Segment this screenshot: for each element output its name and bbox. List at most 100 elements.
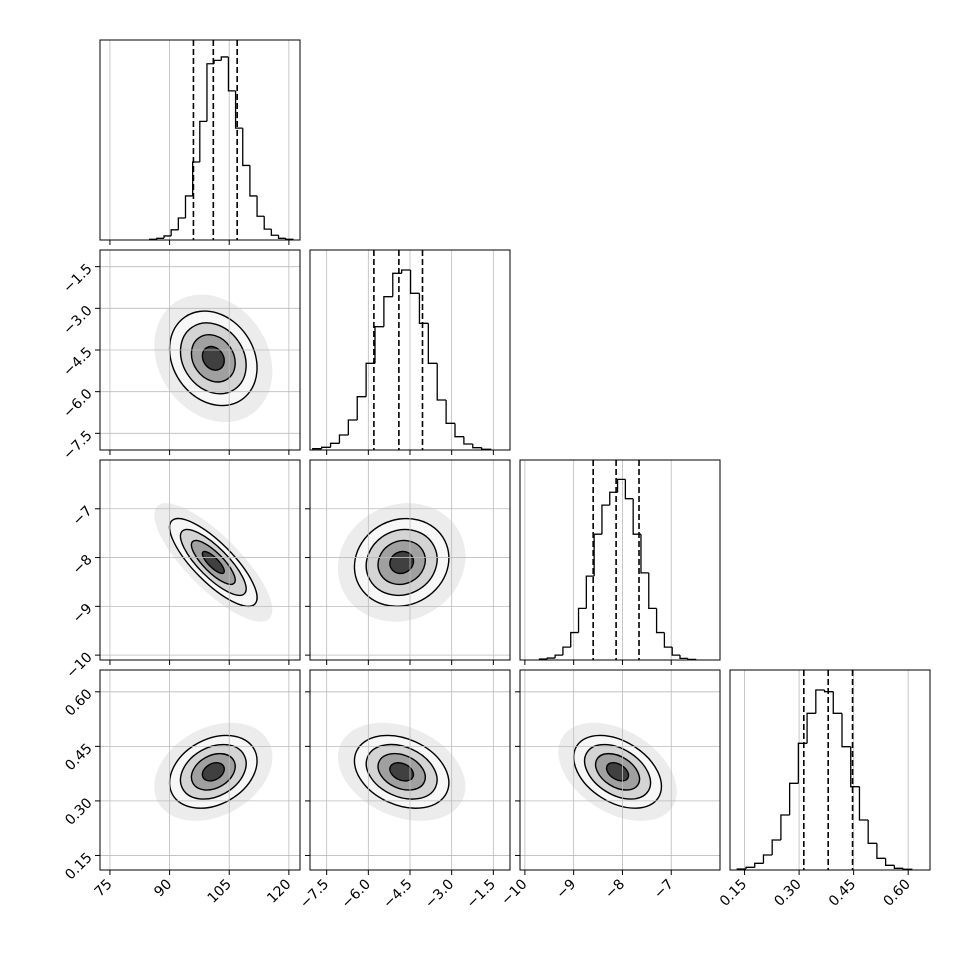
hist-step — [401, 269, 411, 274]
hist-step — [601, 504, 610, 535]
y-tick-label: 0.15 — [62, 850, 95, 883]
hist-step — [383, 296, 393, 327]
hist-step — [577, 607, 587, 633]
hist-step — [170, 229, 179, 236]
hist-step — [356, 396, 367, 420]
hist-step — [876, 843, 886, 859]
panel-frame — [99, 249, 301, 451]
x-tick-label: −7.5 — [297, 876, 332, 911]
density-contour — [201, 345, 225, 371]
panel-frame — [309, 459, 511, 661]
hist-step — [609, 491, 618, 506]
hist-step — [806, 712, 816, 744]
density-contour — [201, 762, 225, 782]
hist-step — [832, 691, 842, 714]
hist-step — [616, 478, 626, 493]
panel-frame — [99, 459, 301, 661]
hist-step — [256, 195, 265, 217]
hist-step — [815, 689, 825, 714]
panel-frame — [729, 669, 931, 871]
hist-step — [554, 654, 563, 659]
x-tick-label: −10 — [498, 876, 530, 908]
hist-step — [220, 56, 229, 61]
hist-step — [884, 858, 895, 866]
hist-step — [472, 444, 482, 449]
panel-frame — [309, 249, 511, 451]
hist-step — [663, 632, 673, 648]
panel-frame — [519, 669, 721, 871]
panel — [100, 250, 300, 450]
x-tick-label: −7 — [651, 876, 677, 902]
panel — [520, 670, 720, 870]
hist-step — [762, 854, 773, 864]
x-tick-label: −8 — [602, 876, 628, 902]
hist-step — [780, 814, 790, 840]
hist-step — [754, 862, 764, 868]
hist-step — [206, 63, 215, 122]
x-tick-label: 0.45 — [826, 876, 859, 909]
hist-step — [640, 534, 649, 574]
density-contour — [201, 550, 225, 575]
x-tick-label: −9 — [553, 876, 579, 902]
hist-step — [648, 572, 657, 610]
x-tick-label: 105 — [205, 876, 235, 906]
hist-step — [270, 229, 279, 236]
panel — [100, 670, 300, 870]
x-tick-label: 90 — [151, 876, 175, 900]
hist-step — [427, 323, 438, 364]
hist-step — [454, 423, 464, 438]
hist-step — [199, 120, 207, 163]
hist-step — [570, 631, 579, 648]
hist-step — [771, 839, 781, 855]
hist-step — [788, 782, 799, 815]
density-contour — [605, 762, 630, 782]
panel — [524, 460, 697, 660]
y-tick-label: −3.0 — [60, 303, 95, 338]
panel-frame — [519, 459, 721, 661]
hist-step — [893, 865, 904, 869]
hist-step — [184, 195, 193, 218]
density-contour — [389, 762, 415, 782]
hist-step — [418, 293, 429, 324]
y-tick-label: −7.5 — [60, 428, 95, 463]
hist-step — [624, 479, 634, 500]
hist-step — [562, 646, 571, 656]
y-tick-label: −9 — [70, 601, 96, 627]
hist-step — [213, 59, 222, 64]
x-tick-label: −6.0 — [339, 876, 374, 911]
hist-step — [858, 786, 869, 821]
y-tick-label: −8 — [70, 552, 96, 578]
hist-step — [546, 657, 556, 660]
hist-step — [436, 363, 447, 401]
panel — [310, 670, 510, 870]
hist-step — [445, 400, 455, 424]
x-tick-label: −4.5 — [380, 876, 415, 911]
panel-frame — [99, 39, 301, 241]
hist-step — [329, 442, 340, 448]
y-tick-label: 0.30 — [62, 795, 95, 828]
hist-step — [163, 235, 172, 239]
hist-step — [242, 128, 250, 167]
hist-step — [671, 647, 680, 656]
hist-step — [365, 362, 375, 397]
panel — [109, 40, 294, 240]
x-tick-label: 0.60 — [880, 876, 913, 909]
hist-step — [463, 436, 473, 445]
x-tick-label: −3.0 — [422, 876, 457, 911]
panel — [736, 670, 913, 870]
hist-step — [867, 820, 877, 844]
x-tick-label: 0.30 — [771, 876, 804, 909]
hist-step — [409, 270, 420, 294]
hist-step — [392, 272, 402, 297]
hist-step — [823, 690, 834, 693]
panel — [100, 460, 300, 660]
x-tick-label: −1.5 — [464, 876, 499, 911]
hist-step — [263, 216, 272, 230]
hist-step — [655, 608, 665, 634]
panel-frame — [309, 669, 511, 871]
hist-step — [347, 419, 358, 435]
panel-frame — [99, 669, 301, 871]
hist-step — [234, 90, 243, 129]
hist-step — [850, 746, 860, 788]
